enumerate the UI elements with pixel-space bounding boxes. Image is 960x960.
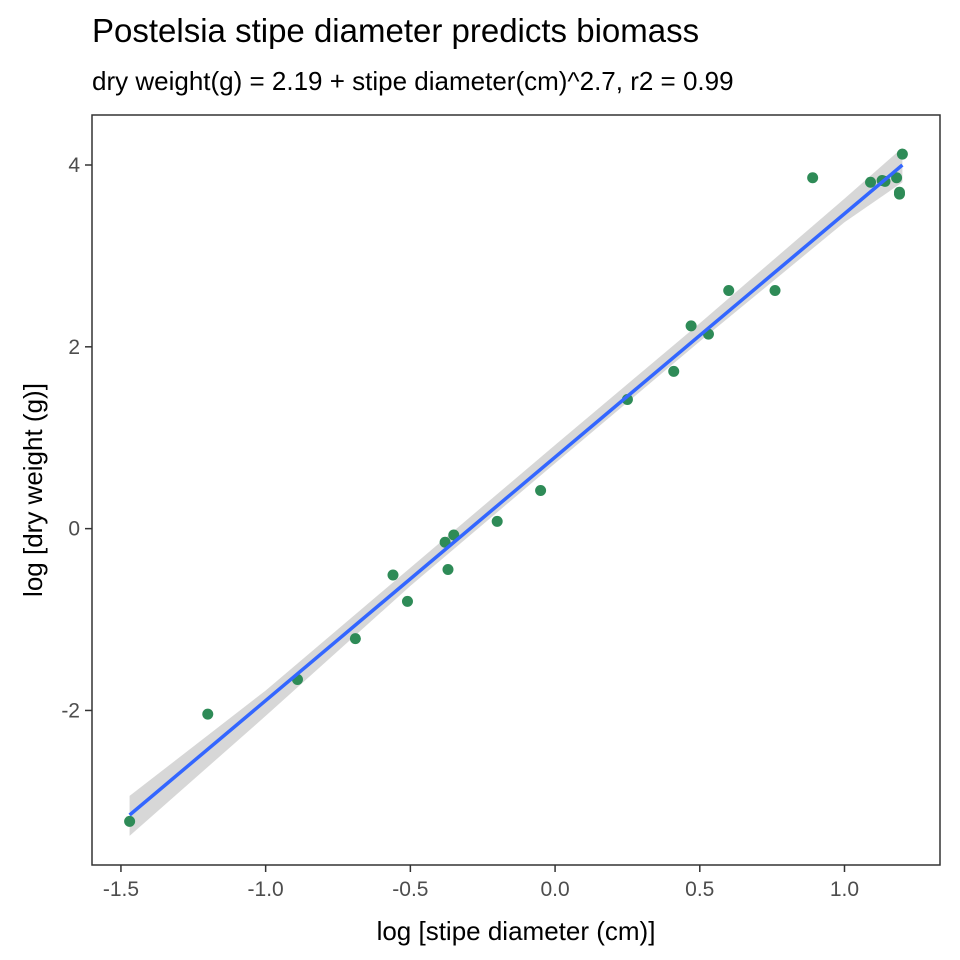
data-point: [202, 708, 214, 720]
data-point: [442, 564, 454, 576]
data-point: [685, 320, 697, 332]
x-tick-label: -1.0: [248, 878, 284, 901]
x-axis-title: log [stipe diameter (cm)]: [377, 916, 656, 946]
panel-border: [91, 114, 941, 866]
y-tick-label: 4: [68, 154, 80, 177]
data-point: [769, 284, 781, 296]
data-point: [349, 633, 361, 645]
data-point: [439, 536, 451, 548]
data-point: [668, 365, 680, 377]
data-point: [401, 595, 413, 607]
y-tick-label: 0: [68, 518, 80, 541]
data-point: [124, 815, 136, 827]
axes-layer: -1.5 -1.0 -0.5 0.0 0.5 1.0 -2 0 2 4: [61, 114, 941, 901]
data-point: [893, 186, 905, 198]
data-point: [807, 172, 819, 184]
y-axis-title: log [dry weight (g)]: [18, 383, 48, 597]
data-point: [535, 484, 547, 496]
x-tick-label: -1.5: [103, 878, 139, 901]
fit-line: [128, 163, 904, 817]
data-point: [896, 148, 908, 160]
chart-title: Postelsia stipe diameter predicts biomas…: [92, 12, 700, 49]
chart-subtitle: dry weight(g) = 2.19 + stipe diameter(cm…: [92, 66, 734, 96]
data-point: [865, 176, 877, 188]
x-tick-label: 0.5: [685, 878, 714, 901]
x-tick-label: -0.5: [392, 878, 428, 901]
y-tick-label: -2: [61, 699, 80, 722]
data-point: [387, 569, 399, 581]
x-tick-label: 1.0: [830, 878, 859, 901]
data-point: [723, 284, 735, 296]
data-point: [491, 515, 503, 527]
fit-line-layer: [128, 163, 904, 817]
x-tick-label: 0.0: [540, 878, 569, 901]
data-point: [891, 172, 903, 184]
y-tick-label: 2: [68, 336, 80, 359]
